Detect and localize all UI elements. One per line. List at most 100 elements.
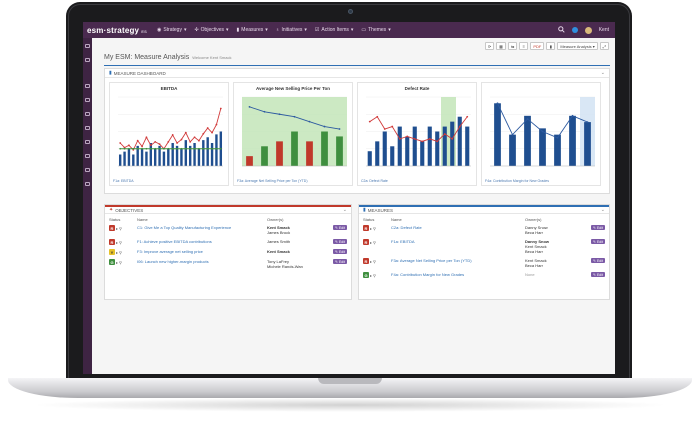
share-button[interactable]: ⇆ <box>507 42 518 50</box>
sidebar-flag-icon[interactable] <box>85 154 90 158</box>
user-menu[interactable]: Kent <box>598 27 609 33</box>
chart-caption[interactable]: F1a: EBITDA <box>113 179 134 183</box>
notifications-icon[interactable] <box>571 27 578 33</box>
chart-view-button[interactable]: ▮ <box>546 42 556 50</box>
list-view-button[interactable]: ≡ <box>519 42 529 50</box>
chart-avg-selling-price[interactable]: Average New Selling Price Per Ton F3a: A… <box>233 82 353 186</box>
chart-bar <box>180 148 183 166</box>
chart-bar <box>375 141 380 166</box>
nav-themes[interactable]: ▭ Themes ▾ <box>361 27 391 33</box>
series-point <box>571 114 574 117</box>
sidebar-calendar-icon[interactable] <box>85 168 90 172</box>
sidebar-bulb-icon[interactable] <box>85 140 90 144</box>
row-name-link[interactable]: F1: Achieve positive EBITDA contribution… <box>137 239 212 244</box>
series-point <box>119 147 122 150</box>
nav-initiatives[interactable]: ♁ Initiatives ▾ <box>275 27 307 33</box>
row-name-link[interactable]: I06: Launch new higher-margin products <box>137 259 209 264</box>
expand-button[interactable]: ⤢ <box>599 42 609 50</box>
sidebar-target-icon[interactable] <box>85 112 90 116</box>
measure-analysis-dropdown[interactable]: Measure Analysis ▾ <box>557 42 598 50</box>
row-owners: None <box>525 272 587 277</box>
nav-strategy[interactable]: ◉ Strategy ▾ <box>156 27 187 33</box>
refresh-button[interactable]: ⟳ <box>484 42 495 50</box>
sidebar-settings-icon[interactable] <box>85 182 90 186</box>
objectives-icon: ✣ <box>194 27 199 33</box>
row-name-link[interactable]: F3a: Average Net Selling Price per Ton (… <box>391 258 472 263</box>
chart-ebitda[interactable]: EBITDA F1a: EBITDA <box>109 82 229 186</box>
edit-button[interactable]: ✎ Edit <box>333 239 347 244</box>
edit-button[interactable]: ✎ Edit <box>591 239 605 244</box>
row-name-link[interactable]: C1: Give Me a Top Quality Manufacturing … <box>137 225 232 230</box>
chart-bar <box>132 154 135 166</box>
pdf-button[interactable]: PDF <box>530 42 545 50</box>
edit-button[interactable]: ✎ Edit <box>333 259 347 264</box>
collapse-chevron-icon[interactable]: ⌄ <box>342 207 347 213</box>
chart-defect-rate[interactable]: Defect Rate C2a: Defect Rate <box>357 82 477 186</box>
series-point <box>541 130 544 133</box>
series-point <box>391 125 394 128</box>
lightbulb-icon: ♁ <box>275 27 280 33</box>
nav-measures[interactable]: ▮ Measures ▾ <box>236 27 268 33</box>
table-row[interactable]: G ▸ ⚲ F4a: Contribution Margin for New G… <box>359 270 609 280</box>
objectives-header[interactable]: ✦ Objectives ⌄ <box>105 205 351 214</box>
row-name-link[interactable]: F1a: EBITDA <box>391 239 415 244</box>
chart-bar <box>494 103 501 166</box>
series-point <box>132 147 135 150</box>
table-row[interactable]: R ▸ ⚲ F3a: Average Net Selling Price per… <box>359 256 609 270</box>
sidebar <box>83 38 92 374</box>
pin-icon: ⚲ <box>119 259 122 265</box>
row-owners: Danny Snow Beca Harr <box>525 225 587 235</box>
measures-header[interactable]: ▮ Measures ⌄ <box>359 205 609 214</box>
avatar[interactable] <box>584 26 592 34</box>
chart-contribution-margin[interactable]: F4a: Contribution Margin for New Grades <box>481 82 601 186</box>
table-row[interactable]: Y ▸ ⚲ F3: Improve average net selling pr… <box>105 247 351 257</box>
owner-name: James Smith <box>267 239 291 244</box>
nav-objectives[interactable]: ✣ Objectives ▾ <box>194 27 229 33</box>
brand-logo[interactable]: esm·strategy ES <box>87 25 147 35</box>
table-row[interactable]: R ▸ ⚲ F1a: EBITDA Danny Snow Kent Smack Be… <box>359 237 609 256</box>
pin-icon: ⚲ <box>119 225 122 231</box>
nav-action-items[interactable]: ☑ Action Items ▾ <box>314 27 354 33</box>
table-row[interactable]: R ▸ ⚲ F1: Achieve positive EBITDA contri… <box>105 237 351 247</box>
row-owners: Kent Smack <box>267 249 329 254</box>
series-point <box>496 102 499 105</box>
chart-bar <box>442 126 447 166</box>
edit-button[interactable]: ✎ Edit <box>591 258 605 263</box>
edit-button[interactable]: ✎ Edit <box>333 249 347 254</box>
chart-bar <box>524 115 531 166</box>
edit-button[interactable]: ✎ Edit <box>591 272 605 277</box>
caret-down-icon: ▾ <box>183 27 187 33</box>
table-row[interactable]: R ▸ ⚲ C1: Give Me a Top Quality Manufact… <box>105 223 351 237</box>
trend-arrow-icon: ▸ <box>116 225 119 231</box>
series-point <box>198 139 200 142</box>
row-name-link[interactable]: F3: Improve average net selling price <box>137 249 203 254</box>
chart-title: Average New Selling Price Per Ton <box>255 86 331 91</box>
sidebar-chart-icon[interactable] <box>85 98 90 102</box>
chart-bar <box>246 156 253 166</box>
chart-caption[interactable]: F4a: Contribution Margin for New Grades <box>485 179 549 183</box>
series-point <box>413 137 416 140</box>
table-row[interactable]: R ▸ ⚲ C2a: Defect Rate Danny Snow Beca Ha… <box>359 223 609 237</box>
series-point <box>293 115 296 118</box>
collapse-chevron-icon[interactable]: ⌄ <box>600 207 605 213</box>
collapse-chevron-icon[interactable]: ⌄ <box>600 70 605 76</box>
series-point <box>167 147 170 150</box>
row-name-link[interactable]: C2a: Defect Rate <box>391 225 422 230</box>
sidebar-list-icon[interactable] <box>85 58 90 62</box>
edit-button[interactable]: ✎ Edit <box>591 225 605 230</box>
grid-view-button[interactable]: ▦ <box>496 42 506 50</box>
table-row[interactable]: G ▸ ⚲ I06: Launch new higher-margin prod… <box>105 257 351 271</box>
sidebar-pencil-icon[interactable] <box>85 126 90 130</box>
measures-table-header: Status Name Owner(s) <box>363 217 542 222</box>
chart-caption[interactable]: C2a: Defect Rate <box>361 179 388 183</box>
chart-caption[interactable]: F3a: Average Net Selling Price per Ton (… <box>237 179 308 183</box>
sidebar-home-icon[interactable] <box>85 44 90 48</box>
edit-button[interactable]: ✎ Edit <box>333 225 347 230</box>
search-icon[interactable] <box>557 25 565 35</box>
sidebar-org-icon[interactable] <box>85 84 90 88</box>
series-point <box>511 133 514 136</box>
measure-dashboard-header[interactable]: ▮ Measure Dashboard ⌄ <box>105 69 609 78</box>
owner-name: Danny Snow <box>525 225 548 230</box>
row-name-link[interactable]: F4a: Contribution Margin for New Grades <box>391 272 465 277</box>
series-point <box>184 131 187 134</box>
